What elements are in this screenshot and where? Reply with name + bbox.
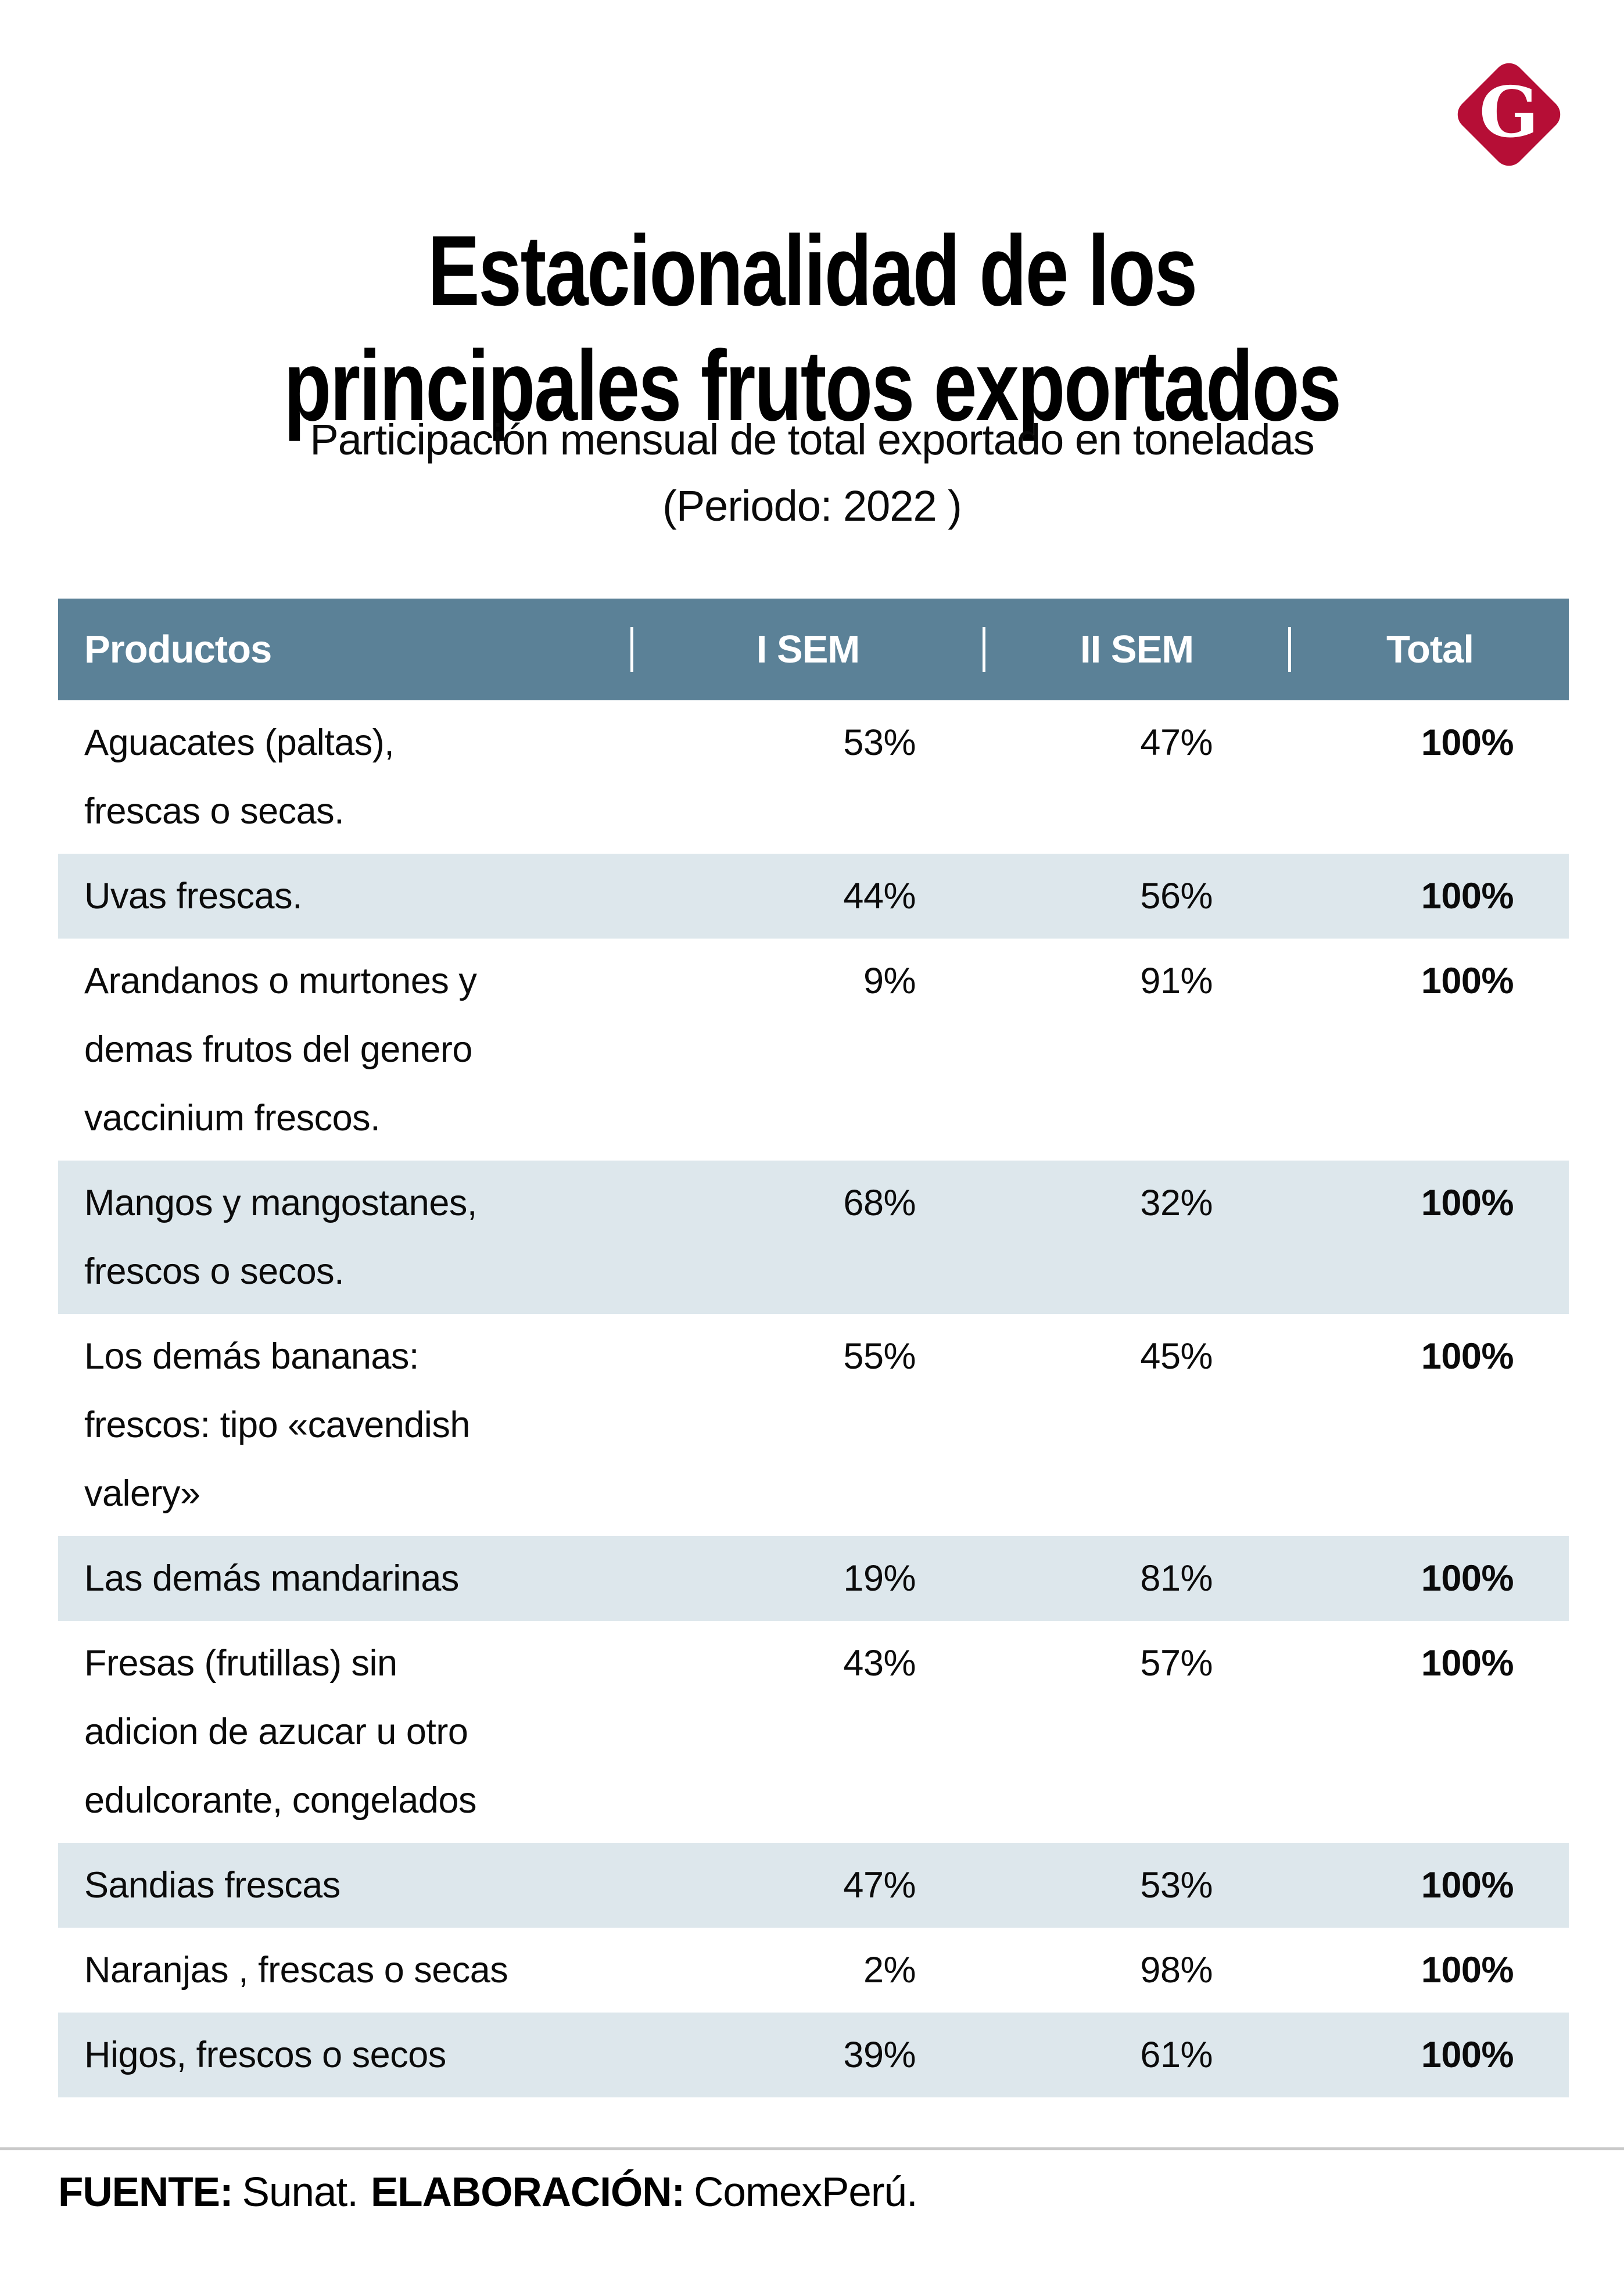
i-sem-value: 55% xyxy=(843,1336,916,1377)
table-row: Higos, frescos o secos 39% 61% 100% xyxy=(58,2013,1569,2097)
table-row: Los demás bananas: frescos: tipo «cavend… xyxy=(58,1314,1569,1536)
table-row: Arandanos o murtones y demas frutos del … xyxy=(58,939,1569,1161)
source-note: FUENTE: Sunat. ELABORACIÓN: ComexPerú. xyxy=(58,2169,918,2216)
ii-sem-value: 53% xyxy=(1140,1865,1213,1906)
product-name: Fresas (frutillas) sin adicion de azucar… xyxy=(84,1643,477,1821)
subtitle-line-1: Participación mensual de total exportado… xyxy=(310,416,1314,464)
total-value: 100% xyxy=(1421,1950,1514,1990)
i-sem-value: 2% xyxy=(863,1950,916,1990)
total-value: 100% xyxy=(1421,1865,1514,1906)
i-sem-value: 44% xyxy=(843,876,916,916)
product-name: Sandias frescas xyxy=(84,1865,340,1906)
ii-sem-value: 57% xyxy=(1140,1643,1213,1684)
i-sem-value: 19% xyxy=(843,1558,916,1599)
source-value: Sunat. xyxy=(242,2169,359,2215)
title-line-2: principales frutos exportados xyxy=(284,330,1342,442)
source-label: FUENTE: xyxy=(58,2169,234,2215)
total-value: 100% xyxy=(1421,876,1514,916)
ii-sem-value: 56% xyxy=(1140,876,1213,916)
table-row: Naranjas , frescas o secas 2% 98% 100% xyxy=(58,1928,1569,2013)
product-name: Aguacates (paltas), frescas o secas. xyxy=(84,722,395,832)
i-sem-value: 47% xyxy=(843,1865,916,1906)
gestion-logo: G xyxy=(1451,57,1566,172)
table-row: Sandias frescas 47% 53% 100% xyxy=(58,1843,1569,1928)
product-name: Las demás mandarinas xyxy=(84,1558,459,1599)
elaboration-label: ELABORACIÓN: xyxy=(370,2169,685,2215)
column-header-ii-sem: II SEM xyxy=(983,627,1288,672)
product-name: Arandanos o murtones y demas frutos del … xyxy=(84,961,477,1138)
total-value: 100% xyxy=(1421,961,1514,1001)
table-row: Uvas frescas. 44% 56% 100% xyxy=(58,854,1569,939)
table-header-row: Productos I SEM II SEM Total xyxy=(58,599,1569,700)
table-row: Las demás mandarinas 19% 81% 100% xyxy=(58,1536,1569,1621)
product-name: Naranjas , frescas o secas xyxy=(84,1950,508,1990)
ii-sem-value: 81% xyxy=(1140,1558,1213,1599)
ii-sem-value: 47% xyxy=(1140,722,1213,763)
i-sem-value: 43% xyxy=(843,1643,916,1684)
ii-sem-value: 98% xyxy=(1140,1950,1213,1990)
product-name: Uvas frescas. xyxy=(84,876,303,916)
table-row: Mangos y mangostanes, frescos o secos. 6… xyxy=(58,1161,1569,1314)
total-value: 100% xyxy=(1421,1336,1514,1377)
total-value: 100% xyxy=(1421,1558,1514,1599)
product-name: Mangos y mangostanes, frescos o secos. xyxy=(84,1183,477,1292)
seasonality-table: Productos I SEM II SEM Total Aguacates (… xyxy=(58,599,1569,2097)
column-header-i-sem: I SEM xyxy=(630,627,983,672)
logo-letter: G xyxy=(1479,71,1539,153)
table-row: Aguacates (paltas), frescas o secas. 53%… xyxy=(58,700,1569,854)
product-name: Los demás bananas: frescos: tipo «cavend… xyxy=(84,1336,470,1514)
ii-sem-value: 61% xyxy=(1140,2035,1213,2075)
ii-sem-value: 45% xyxy=(1140,1336,1213,1377)
total-value: 100% xyxy=(1421,1183,1514,1223)
total-value: 100% xyxy=(1421,2035,1514,2075)
ii-sem-value: 91% xyxy=(1140,961,1213,1001)
title-line-1: Estacionalidad de los xyxy=(428,215,1198,327)
column-header-productos: Productos xyxy=(84,628,272,671)
divider-line xyxy=(0,2147,1624,2150)
column-header-total: Total xyxy=(1288,627,1569,672)
table-body: Aguacates (paltas), frescas o secas. 53%… xyxy=(58,700,1569,2097)
i-sem-value: 53% xyxy=(843,722,916,763)
i-sem-value: 68% xyxy=(843,1183,916,1223)
total-value: 100% xyxy=(1421,1643,1514,1684)
table-row: Fresas (frutillas) sin adicion de azucar… xyxy=(58,1621,1569,1843)
subtitle-line-2: (Periodo: 2022 ) xyxy=(662,482,962,530)
product-name: Higos, frescos o secos xyxy=(84,2035,446,2075)
page-title: Estacionalidad de los principales frutos… xyxy=(0,213,1624,443)
ii-sem-value: 32% xyxy=(1140,1183,1213,1223)
i-sem-value: 39% xyxy=(843,2035,916,2075)
page-subtitle: Participación mensual de total exportado… xyxy=(0,407,1624,539)
elaboration-value: ComexPerú. xyxy=(694,2169,918,2215)
i-sem-value: 9% xyxy=(863,961,916,1001)
total-value: 100% xyxy=(1421,722,1514,763)
